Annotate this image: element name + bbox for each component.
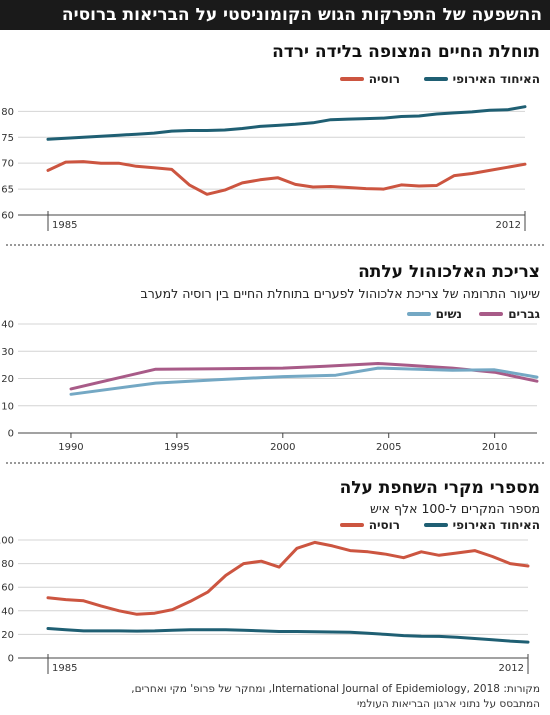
chart1-legend-russia: רוסיה [339, 72, 400, 86]
chart2-ytick-label: 10 [1, 401, 14, 412]
chart1-xtick-label: 2012 [496, 220, 521, 231]
chart3-ytick-label: 80 [1, 559, 14, 570]
chart1-legend-eu-swatch [423, 77, 448, 81]
chart2-legend-women: נשים [406, 307, 462, 321]
chart2-legend-women-swatch [406, 312, 431, 316]
chart2-ytick-label: 30 [1, 347, 14, 358]
chart1-ytick-label: 75 [1, 133, 14, 144]
chart2-series-line-1 [69, 366, 539, 396]
footer-line-2: המתבסס על נתוני ארגון הבריאות העולמי [356, 698, 540, 710]
chart1-legend-eu-label: האיחוד האירופי [452, 72, 540, 86]
chart2-legend-women-label: נשים [435, 307, 462, 321]
chart1-series-line-0 [46, 105, 527, 141]
chart1-series-line-1 [46, 160, 527, 196]
chart3-series-line-0 [46, 627, 530, 644]
chart2-legend-men: גברים [479, 307, 540, 321]
chart3-legend-eu: האיחוד האירופי [423, 518, 540, 532]
banner-title: ההשפעה של התפרקות הגוש הקומוניסטי על הבר… [0, 0, 550, 30]
chart1-title: תוחלת החיים המצופה בלידה ירדה [272, 42, 540, 62]
chart2-xtick-label: 1990 [58, 442, 83, 453]
chart3-ytick-label: 100 [0, 536, 14, 547]
chart2-xtick-label: 1995 [164, 442, 189, 453]
chart3-legend-russia: רוסיה [339, 518, 400, 532]
chart1-legend-russia-swatch [339, 77, 364, 81]
chart2-xtick-label: 2005 [376, 442, 401, 453]
chart3-ytick-label: 60 [1, 583, 14, 594]
chart2-legend-men-swatch [479, 312, 504, 316]
chart2-ytick-label: 20 [1, 374, 14, 385]
chart3-ytick-label: 20 [1, 630, 14, 641]
chart2-subtitle: שיעור התרומה של צריכת אלכוהול לפערים בתו… [140, 286, 540, 301]
chart3-title: מספרי מקרי השחפת עלה [339, 478, 540, 498]
chart1-legend-russia-label: רוסיה [368, 72, 400, 86]
chart1-xtick-label: 1985 [52, 220, 77, 231]
chart1-legend-eu: האיחוד האירופי [423, 72, 540, 86]
chart3-subtitle: מספר המקרים ל-100 אלף איש [370, 501, 540, 516]
chart3-series-line-1 [46, 540, 530, 616]
chart2-legend-men-label: גברים [508, 307, 540, 321]
chart3-ytick-label: 40 [1, 606, 14, 617]
footer-line-1: מקורות: International Journal of Epidemi… [131, 683, 540, 695]
chart3-legend-russia-label: רוסיה [368, 518, 400, 532]
chart2-ytick-label: 0 [8, 429, 14, 440]
divider-1 [6, 244, 544, 246]
chart1-plot: 60 65 70 75 80 1985 2012 [1, 105, 527, 231]
divider-2 [6, 462, 544, 464]
chart1-ytick-label: 70 [1, 159, 14, 170]
chart2-ytick-label: 40 [1, 320, 14, 331]
chart2-xtick-label: 2000 [270, 442, 295, 453]
chart3-legend-eu-label: האיחוד האירופי [452, 518, 540, 532]
chart3-ytick-label: 0 [8, 654, 14, 665]
chart1-ytick-label: 80 [1, 107, 14, 118]
chart1-ytick-label: 60 [1, 211, 14, 222]
chart3-legend-russia-swatch [339, 523, 364, 527]
chart2-plot: 0 10 20 30 40 1990 1995 2000 2005 2010 [1, 320, 539, 453]
chart3-xtick-label: 2012 [499, 663, 524, 674]
footer-sources: מקורות: International Journal of Epidemi… [131, 682, 540, 712]
chart2-xtick-label: 2010 [482, 442, 507, 453]
chart1-ytick-label: 65 [1, 185, 14, 196]
chart3-legend-eu-swatch [423, 523, 448, 527]
chart3-xtick-label: 1985 [52, 663, 77, 674]
chart3-plot: 0 20 40 60 80 100 1985 2012 [0, 536, 530, 674]
chart2-title: צריכת האלכוהול עלתה [358, 262, 540, 282]
